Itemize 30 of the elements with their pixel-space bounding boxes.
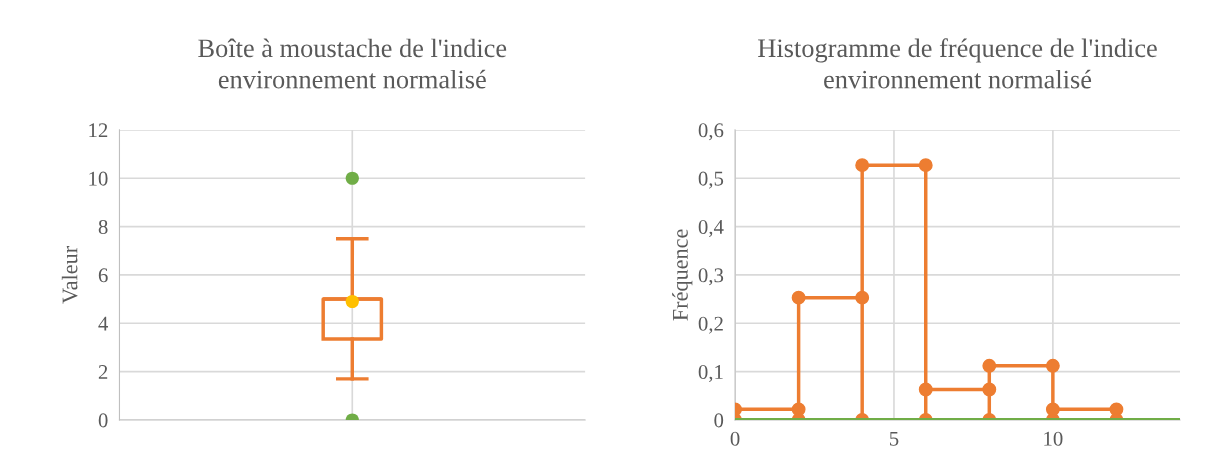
point xyxy=(982,358,997,373)
x-tick-label: 10 xyxy=(1044,431,1063,446)
point xyxy=(918,158,933,173)
y-tick-label: 8 xyxy=(98,219,108,235)
y-axis-title: Valeur xyxy=(61,246,78,304)
point xyxy=(855,290,870,305)
y-tick-label: 0,3 xyxy=(698,268,724,286)
chart-title: Boîte à moustache de l'indice environnement normalisé xyxy=(198,38,507,89)
y-tick-label: 0 xyxy=(98,413,108,428)
y-tick-label: 0,2 xyxy=(698,316,723,334)
y-tick-label: 0,4 xyxy=(698,219,724,237)
y-tick-label: 0,5 xyxy=(698,171,724,189)
point xyxy=(791,290,806,305)
y-axis-title: Fréquence xyxy=(672,229,693,321)
point xyxy=(982,382,997,397)
point xyxy=(1045,402,1060,417)
y-tick-label: 6 xyxy=(98,268,108,283)
y-tick-label: 4 xyxy=(98,316,109,331)
point xyxy=(855,158,870,173)
x-tick-label: 5 xyxy=(889,431,899,446)
y-tick-label: 0,6 xyxy=(698,123,724,141)
point xyxy=(918,382,933,397)
y-tick-label: 0,1 xyxy=(698,364,723,383)
x-tick-label: 0 xyxy=(730,431,740,446)
y-tick-label: 12 xyxy=(89,123,108,138)
chart-title: Histogramme de fréquence de l'indice environnement normalisé xyxy=(758,38,1157,89)
y-tick-label: 10 xyxy=(89,171,108,186)
point xyxy=(1045,358,1060,373)
y-tick-label: 2 xyxy=(98,365,108,379)
y-tick-label: 0 xyxy=(714,413,724,428)
